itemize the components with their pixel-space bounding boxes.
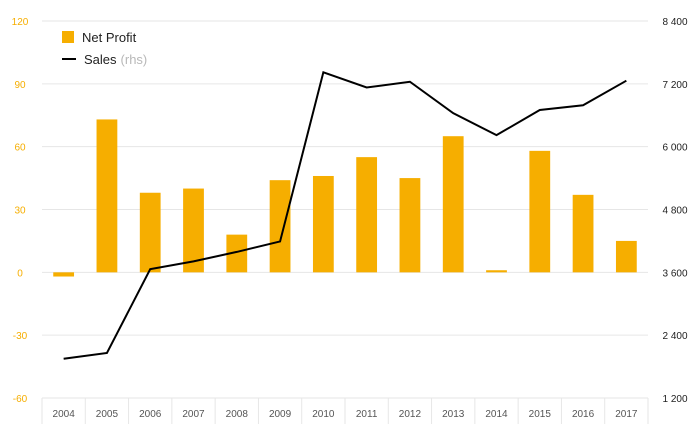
y-right-tick-label: 6 000 [662, 143, 687, 154]
bar-net-profit [615, 240, 637, 273]
legend-item-sales: Sales (rhs) [62, 49, 147, 69]
x-tick-label: 2009 [269, 409, 292, 420]
bar-net-profit [399, 178, 421, 273]
x-tick-label: 2013 [442, 409, 465, 420]
x-tick-label: 2011 [356, 409, 378, 420]
bar-net-profit [356, 157, 378, 273]
y-right-tick-label: 1 200 [662, 394, 687, 405]
x-tick-label: 2015 [529, 409, 552, 420]
y-left-tick-label: 60 [14, 143, 26, 154]
x-tick-label: 2017 [615, 409, 638, 420]
x-tick-label: 2012 [399, 409, 422, 420]
bar-net-profit [226, 234, 248, 273]
line-sales [63, 71, 627, 360]
x-tick-label: 2004 [53, 409, 76, 420]
y-left-tick-label: 120 [12, 17, 29, 28]
bar-net-profit [183, 188, 204, 273]
legend: Net Profit Sales (rhs) [62, 27, 147, 71]
x-tick-label: 2010 [312, 409, 335, 420]
y-left-tick-label: 0 [17, 268, 23, 279]
x-tick-label: 2016 [572, 409, 595, 420]
bar-net-profit [139, 192, 161, 273]
y-right-tick-label: 2 400 [662, 331, 687, 342]
bar-net-profit [529, 150, 551, 273]
y-left-tick-label: 30 [14, 206, 26, 217]
bar-net-profit [442, 136, 464, 273]
bar-net-profit [96, 119, 118, 273]
y-right-tick-label: 7 200 [662, 80, 687, 91]
x-tick-label: 2014 [485, 409, 508, 420]
bar-net-profit [486, 270, 507, 273]
bar-net-profit [53, 272, 75, 277]
bar-net-profit [312, 175, 334, 273]
legend-swatch-net-profit [62, 31, 74, 43]
bar-net-profit [572, 194, 594, 273]
legend-note-rhs: (rhs) [120, 51, 148, 67]
y-left-tick-label: -30 [13, 331, 28, 342]
y-right-tick-label: 4 800 [662, 206, 687, 217]
bar-net-profit [269, 180, 291, 273]
y-left-tick-label: -60 [13, 394, 28, 405]
x-tick-label: 2005 [96, 409, 119, 420]
x-tick-label: 2006 [139, 409, 162, 420]
legend-label-net-profit: Net Profit [82, 29, 137, 45]
x-tick-label: 2007 [182, 409, 205, 420]
y-right-tick-label: 8 400 [662, 17, 687, 28]
legend-label-sales: Sales [84, 51, 117, 67]
legend-item-net-profit: Net Profit [62, 27, 147, 47]
legend-swatch-sales [62, 58, 76, 60]
x-tick-label: 2008 [226, 409, 249, 420]
y-right-tick-label: 3 600 [662, 268, 687, 279]
y-left-tick-label: 90 [14, 80, 26, 91]
